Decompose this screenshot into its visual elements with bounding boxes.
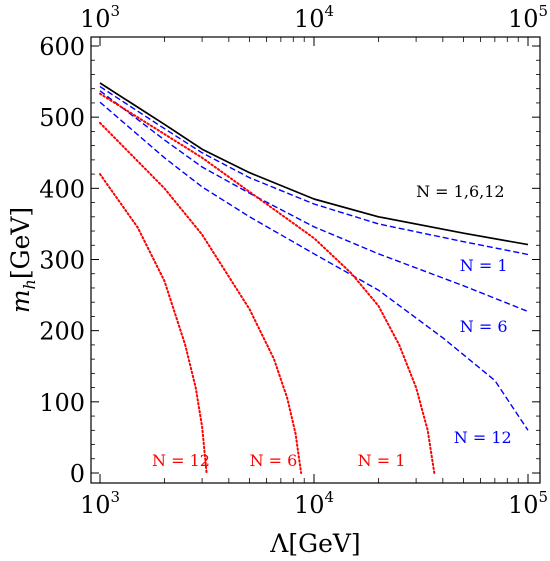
curve-annotation: N = 12 [454, 428, 512, 447]
curve-annotation: N = 1 [358, 451, 406, 470]
x-tick-label: 103 [80, 488, 120, 519]
dotted-series-line [99, 92, 436, 474]
axis-ticks [91, 37, 540, 483]
dashed-series-line [99, 101, 529, 431]
x-tick-label-top: 103 [80, 2, 120, 33]
curve-annotation: N = 6 [250, 451, 298, 470]
x-tick-label: 104 [294, 488, 334, 519]
curve-annotation: N = 1 [460, 256, 508, 275]
x-tick-label: 105 [508, 488, 548, 519]
x-axis-title: Λ[GeV] [269, 529, 360, 558]
y-tick-label: 600 [39, 33, 85, 61]
curve-annotation: N = 6 [460, 317, 508, 336]
y-tick-label: 500 [39, 104, 85, 132]
x-tick-label-top: 104 [294, 2, 334, 33]
y-tick-label: 300 [39, 247, 85, 275]
dashed-series-line [99, 90, 529, 313]
y-tick-label: 200 [39, 318, 85, 346]
annotation-group: N = 1,6,12 N = 1 N = 6 N = 12 N = 12 N = 6 N =… [152, 182, 512, 470]
dotted-series-line [99, 173, 208, 474]
y-tick-label: 100 [39, 389, 85, 417]
y-tick-label: 400 [39, 175, 85, 203]
curve-annotation: N = 1,6,12 [416, 182, 504, 201]
dotted-series-line [99, 121, 303, 474]
y-axis-unit: [GeV] [6, 207, 35, 279]
y-axis-symbol: m [6, 289, 35, 313]
y-axis-title: mh[GeV] [6, 207, 39, 313]
series-group [99, 82, 529, 474]
y-axis-subscript: h [20, 279, 39, 289]
x-tick-label-top: 105 [508, 2, 548, 33]
solid-series-line [99, 82, 529, 246]
y-tick-label: 0 [70, 460, 85, 488]
curve-annotation: N = 12 [152, 451, 210, 470]
dashed-series-line [99, 86, 529, 256]
